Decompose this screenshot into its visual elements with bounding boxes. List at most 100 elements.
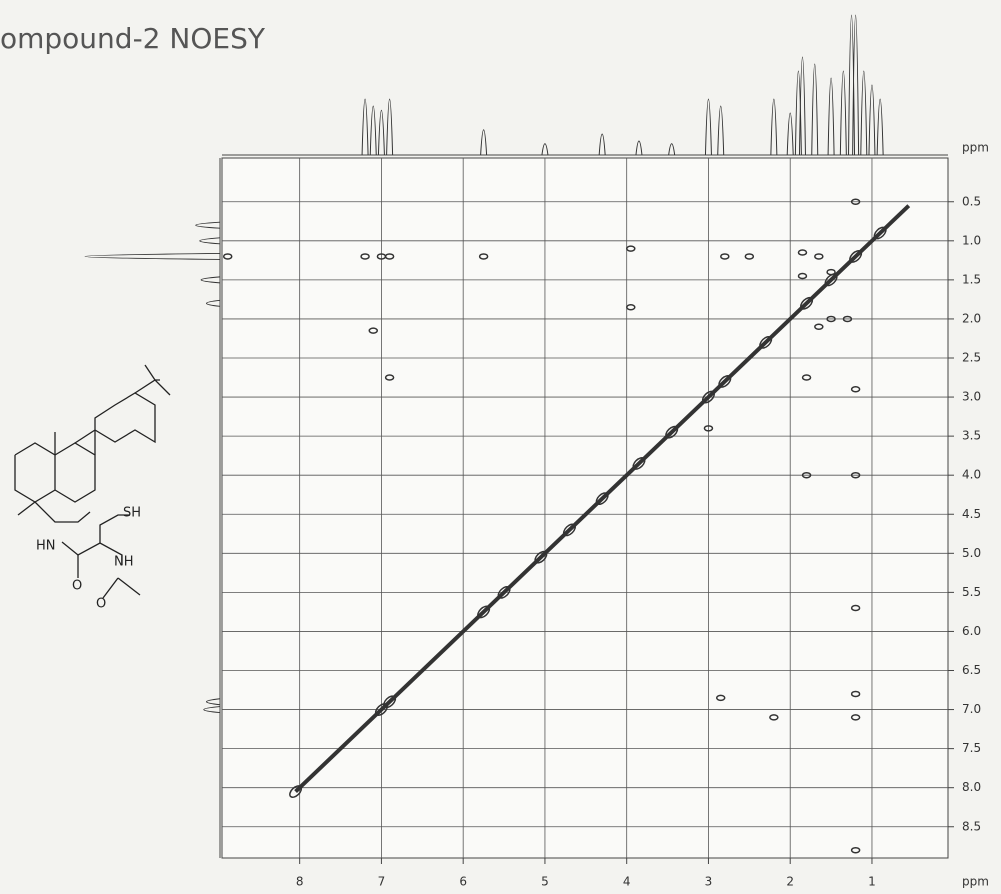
x-axis-label: ppm: [962, 875, 989, 889]
y-tick-label: 1.5: [962, 272, 981, 286]
f2-projection-peak: [361, 98, 369, 156]
f2-projection-peak: [480, 129, 488, 156]
structure-label: SH: [123, 506, 141, 521]
cross-peak: [383, 695, 397, 709]
structure-label: O: [96, 597, 106, 612]
cross-peak: [360, 253, 370, 260]
y-tick-label: 5.0: [962, 546, 981, 560]
x-tick-label: 7: [378, 875, 386, 889]
f2-projection-peak: [839, 70, 847, 156]
cross-peak: [850, 690, 861, 698]
f2-projection-peak: [386, 98, 394, 156]
f1-projection-peak: [195, 221, 221, 229]
f2-projection-peak: [704, 98, 712, 156]
f2-projection-peak: [852, 14, 860, 156]
f2-projection-peak: [717, 105, 725, 156]
x-tick-label: 1: [868, 875, 876, 889]
f2-projection-peak: [868, 84, 876, 156]
f2-projection-peak: [876, 98, 884, 156]
f2-projection-peak: [786, 112, 794, 156]
cross-peak: [850, 198, 861, 205]
y-tick-label: 7.5: [962, 741, 981, 755]
cross-peak: [849, 250, 863, 263]
cross-peak: [718, 375, 732, 388]
y-tick-label: 2.5: [962, 351, 981, 365]
structure-label: HN: [36, 539, 56, 554]
cross-peak: [289, 785, 303, 798]
y-axis-label: ppm: [962, 141, 989, 155]
f2-projection-peak: [798, 56, 806, 156]
x-tick-label: 5: [541, 875, 549, 889]
y-tick-label: 3.0: [962, 390, 981, 404]
y-tick-label: 4.0: [962, 468, 981, 482]
cross-peak: [665, 425, 679, 439]
x-tick-label: 8: [296, 875, 304, 889]
cross-peak: [873, 226, 887, 240]
f1-projection-peak: [206, 698, 221, 706]
cross-peak: [797, 272, 808, 280]
cross-peak: [595, 492, 609, 506]
y-tick-label: 6.5: [962, 663, 981, 677]
y-tick-label: 7.0: [962, 702, 981, 716]
f2-projection-peak: [377, 109, 385, 156]
cross-peak: [826, 315, 836, 323]
cross-peak: [814, 253, 824, 260]
f2-projection-peak: [369, 105, 377, 156]
f1-projection-peak: [199, 237, 221, 245]
x-tick-label: 4: [623, 875, 631, 889]
cross-peak: [703, 425, 714, 432]
cross-peak: [842, 315, 853, 323]
f2-projection-peak: [794, 70, 802, 156]
diagonal: [294, 204, 911, 794]
f1-projection-peak: [203, 706, 221, 714]
cross-peak: [368, 327, 378, 334]
f2-projection-peak: [827, 77, 835, 156]
cross-peak: [824, 273, 838, 287]
y-tick-label: 1.0: [962, 233, 981, 247]
structure-label: O: [72, 579, 82, 594]
y-tick-label: 5.5: [962, 585, 981, 599]
cross-peak: [478, 253, 489, 260]
plot-frame: [221, 157, 949, 859]
y-tick-label: 8.0: [962, 780, 981, 794]
f1-projection-peak: [200, 276, 221, 284]
chart-title: ompound-2 NOESY: [0, 22, 266, 55]
cross-peak: [715, 694, 726, 702]
f1-projection-peak: [84, 252, 221, 260]
y-tick-label: 2.0: [962, 311, 981, 325]
cross-peak: [222, 253, 233, 260]
cross-peak: [497, 585, 511, 599]
cross-peak: [850, 471, 861, 479]
cross-peak: [384, 253, 395, 260]
cross-peak: [801, 471, 812, 479]
f2-projection-peak: [635, 140, 643, 156]
cross-peak: [701, 390, 715, 404]
y-tick-label: 4.5: [962, 507, 981, 521]
f2-projection-peak: [860, 70, 868, 156]
f2-projection-peak: [668, 143, 676, 156]
cross-peak: [534, 550, 548, 564]
cross-peak: [744, 253, 755, 260]
f2-projection-peak: [811, 63, 819, 156]
cross-peak: [800, 296, 814, 310]
y-tick-label: 6.0: [962, 624, 981, 638]
f2-projection-peak: [770, 98, 778, 156]
cross-peak: [769, 714, 779, 721]
cross-peak: [477, 605, 491, 619]
cross-peak: [626, 245, 636, 252]
cross-peak: [814, 323, 824, 330]
cross-peak: [797, 249, 808, 256]
cross-peak: [384, 374, 395, 381]
structure: [14, 364, 171, 599]
structure-label: NH: [114, 555, 134, 570]
cross-peak: [850, 714, 861, 721]
x-tick-label: 6: [459, 875, 467, 889]
x-tick-label: 2: [786, 875, 794, 889]
cross-peak: [850, 604, 861, 612]
y-tick-label: 3.5: [962, 429, 981, 443]
cross-peak: [374, 703, 388, 716]
cross-peak: [720, 253, 730, 260]
cross-peak: [850, 386, 861, 393]
